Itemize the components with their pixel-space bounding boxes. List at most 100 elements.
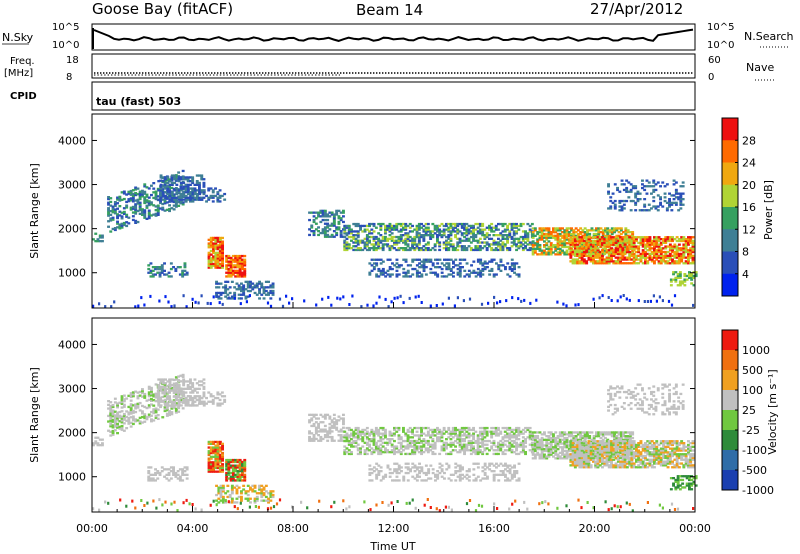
- echo-cell: [678, 271, 682, 274]
- echo-cell: [258, 280, 261, 283]
- echo-cell: [573, 239, 577, 243]
- echo-cell: [164, 389, 167, 392]
- echo-cell: [501, 235, 505, 239]
- echo-cell: [393, 426, 396, 430]
- echo-cell: [420, 266, 424, 269]
- echo-cell: [386, 258, 390, 261]
- echo-cell: [161, 380, 165, 383]
- echo-cell: [332, 220, 336, 224]
- echo-cell: [603, 258, 607, 261]
- echo-cell: [170, 207, 174, 210]
- echo-cell: [531, 231, 535, 234]
- echo-cell: [655, 254, 659, 257]
- echo-cell: [635, 247, 638, 250]
- echo-cell: [216, 455, 220, 458]
- echo-cell: [372, 235, 376, 239]
- echo-cell: [116, 222, 119, 225]
- echo-cell: [94, 232, 98, 235]
- echo-cell: [157, 180, 161, 183]
- ground-scatter-cell: [167, 300, 170, 304]
- echo-cell: [474, 234, 478, 237]
- echo-cell: [463, 428, 466, 432]
- echo-cell: [330, 224, 334, 227]
- echo-cell: [212, 262, 215, 266]
- echo-cell: [458, 443, 462, 446]
- echo-cell: [183, 473, 187, 476]
- echo-cell: [668, 258, 672, 261]
- echo-cell: [238, 458, 242, 462]
- echo-cell: [451, 432, 455, 435]
- echo-cell: [356, 243, 360, 246]
- ground-scatter-cell: [212, 295, 215, 299]
- echo-cell: [122, 405, 126, 408]
- echo-cell: [436, 234, 439, 237]
- echo-cell: [411, 452, 414, 456]
- echo-cell: [183, 262, 187, 265]
- echo-cell: [161, 180, 165, 183]
- echo-cell: [536, 253, 540, 256]
- echo-cell: [655, 250, 659, 254]
- echo-cell: [262, 291, 266, 295]
- echo-cell: [465, 239, 469, 242]
- echo-cell: [388, 432, 392, 435]
- echo-cell: [182, 400, 186, 403]
- echo-cell: [159, 396, 162, 399]
- echo-cell: [141, 193, 144, 196]
- echo-cell: [246, 490, 250, 493]
- echo-cell: [657, 236, 661, 239]
- echo-cell: [465, 262, 469, 265]
- echo-cell: [485, 243, 489, 246]
- echo-cell: [538, 247, 542, 250]
- echo-cell: [592, 234, 596, 237]
- echo-cell: [161, 189, 165, 193]
- echo-cell: [156, 187, 160, 191]
- echo-cell: [674, 276, 678, 279]
- echo-cell: [563, 236, 567, 239]
- echo-cell: [198, 191, 202, 194]
- echo-cell: [241, 475, 244, 478]
- echo-cell: [223, 400, 227, 403]
- colorbar-segment: [722, 251, 738, 275]
- echo-cell: [170, 194, 174, 197]
- echo-cell: [179, 400, 183, 403]
- echo-cell: [207, 457, 211, 460]
- echo-cell: [233, 286, 237, 289]
- echo-cell: [163, 385, 167, 388]
- ground-scatter-cell: [658, 295, 661, 299]
- echo-cell: [451, 426, 455, 430]
- echo-cell: [345, 226, 349, 229]
- echo-cell: [687, 236, 690, 239]
- echo-cell: [451, 226, 455, 229]
- echo-cell: [571, 245, 575, 248]
- echo-cell: [648, 258, 652, 261]
- echo-cell: [156, 470, 160, 473]
- echo-cell: [540, 236, 544, 239]
- echo-cell: [243, 466, 247, 469]
- echo-cell: [138, 209, 142, 212]
- echo-cell: [212, 463, 215, 466]
- echo-cell: [411, 247, 414, 250]
- echo-cell: [147, 415, 151, 418]
- echo-cell: [561, 227, 564, 230]
- ground-scatter-cell: [197, 301, 200, 305]
- echo-cell: [615, 240, 619, 243]
- echo-cell: [481, 432, 485, 435]
- ground-scatter-cell: [336, 296, 339, 300]
- echo-cell: [638, 192, 642, 195]
- echo-cell: [417, 222, 421, 226]
- echo-cell: [175, 200, 179, 203]
- echo-cell: [488, 269, 492, 272]
- echo-cell: [384, 428, 387, 432]
- echo-cell: [216, 450, 220, 453]
- echo-cell: [328, 211, 332, 214]
- echo-cell: [556, 236, 560, 239]
- echo-cell: [438, 266, 442, 269]
- echo-cell: [218, 448, 222, 451]
- echo-cell: [370, 432, 374, 435]
- echo-cell: [673, 262, 677, 265]
- echo-cell: [528, 224, 532, 228]
- echo-cell: [677, 256, 681, 259]
- echo-cell: [673, 260, 677, 263]
- echo-cell: [374, 441, 378, 444]
- echo-cell: [567, 240, 571, 243]
